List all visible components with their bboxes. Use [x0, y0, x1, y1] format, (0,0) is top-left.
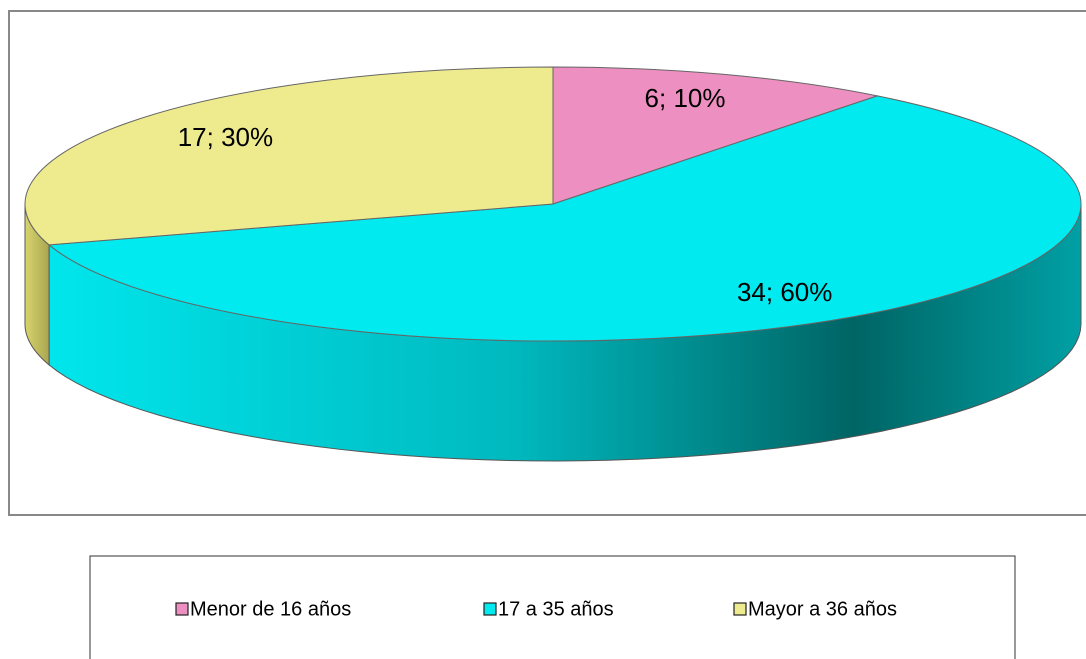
legend-swatch — [483, 602, 497, 616]
legend: Menor de 16 años 17 a 35 años Mayor a 36 a… — [175, 598, 897, 620]
legend-label: 17 a 35 años — [498, 598, 614, 620]
legend-label: Menor de 16 años — [190, 598, 351, 620]
legend-label: Mayor a 36 años — [748, 598, 897, 620]
pie-slice — [47, 95, 1082, 342]
pie: 6; 10% 34; 60% 17; 30% — [24, 66, 1082, 462]
plot-frame — [8, 10, 1086, 516]
data-label: 6; 10% — [645, 83, 726, 113]
data-label: 34; 60% — [737, 277, 832, 307]
data-label: 17; 30% — [178, 122, 273, 152]
legend-frame — [89, 555, 1016, 659]
legend-swatch — [733, 602, 747, 616]
pie-slice — [552, 66, 880, 205]
legend-swatch — [175, 602, 189, 616]
pie-slice — [24, 66, 554, 246]
